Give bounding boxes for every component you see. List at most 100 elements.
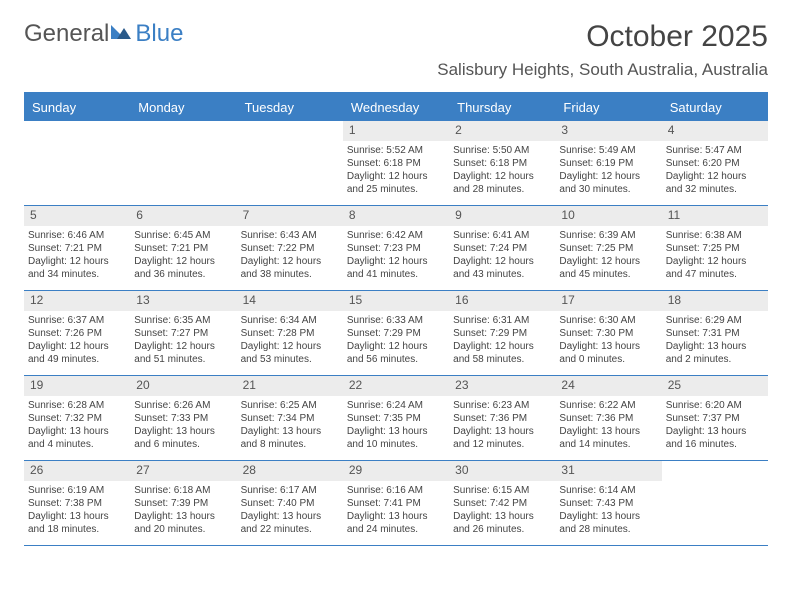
sunset-text: Sunset: 7:28 PM	[241, 327, 339, 340]
day-number: 16	[449, 291, 555, 311]
day-number: 5	[24, 206, 130, 226]
daylight-text: Daylight: 13 hours and 4 minutes.	[28, 425, 126, 451]
daylight-text: Daylight: 13 hours and 2 minutes.	[666, 340, 764, 366]
location-text: Salisbury Heights, South Australia, Aust…	[437, 60, 768, 80]
day-number: 31	[555, 461, 661, 481]
calendar-day-cell: 18Sunrise: 6:29 AMSunset: 7:31 PMDayligh…	[662, 291, 768, 375]
sunset-text: Sunset: 7:30 PM	[559, 327, 657, 340]
sunset-text: Sunset: 7:29 PM	[453, 327, 551, 340]
calendar-day-cell: 25Sunrise: 6:20 AMSunset: 7:37 PMDayligh…	[662, 376, 768, 460]
weekday-label: Wednesday	[343, 94, 449, 121]
sunrise-text: Sunrise: 5:49 AM	[559, 144, 657, 157]
weekday-label: Monday	[130, 94, 236, 121]
day-number: 19	[24, 376, 130, 396]
daylight-text: Daylight: 12 hours and 28 minutes.	[453, 170, 551, 196]
calendar-day-cell: 5Sunrise: 6:46 AMSunset: 7:21 PMDaylight…	[24, 206, 130, 290]
sunrise-text: Sunrise: 5:52 AM	[347, 144, 445, 157]
month-title: October 2025	[437, 20, 768, 54]
daylight-text: Daylight: 12 hours and 32 minutes.	[666, 170, 764, 196]
sunrise-text: Sunrise: 6:26 AM	[134, 399, 232, 412]
day-number: 6	[130, 206, 236, 226]
day-number: 1	[343, 121, 449, 141]
daylight-text: Daylight: 13 hours and 6 minutes.	[134, 425, 232, 451]
day-number: 7	[237, 206, 343, 226]
sunset-text: Sunset: 7:43 PM	[559, 497, 657, 510]
weekday-label: Thursday	[449, 94, 555, 121]
sunset-text: Sunset: 6:18 PM	[347, 157, 445, 170]
day-number: 11	[662, 206, 768, 226]
day-number: 20	[130, 376, 236, 396]
daylight-text: Daylight: 13 hours and 16 minutes.	[666, 425, 764, 451]
calendar-day-cell: 14Sunrise: 6:34 AMSunset: 7:28 PMDayligh…	[237, 291, 343, 375]
sunrise-text: Sunrise: 6:23 AM	[453, 399, 551, 412]
sunrise-text: Sunrise: 5:47 AM	[666, 144, 764, 157]
sunset-text: Sunset: 7:36 PM	[453, 412, 551, 425]
day-number: 25	[662, 376, 768, 396]
sunset-text: Sunset: 7:21 PM	[28, 242, 126, 255]
sunrise-text: Sunrise: 6:16 AM	[347, 484, 445, 497]
daylight-text: Daylight: 12 hours and 58 minutes.	[453, 340, 551, 366]
daylight-text: Daylight: 12 hours and 49 minutes.	[28, 340, 126, 366]
day-number: 27	[130, 461, 236, 481]
sunset-text: Sunset: 7:42 PM	[453, 497, 551, 510]
day-number: 9	[449, 206, 555, 226]
daylight-text: Daylight: 13 hours and 18 minutes.	[28, 510, 126, 536]
daylight-text: Daylight: 12 hours and 56 minutes.	[347, 340, 445, 366]
calendar-day-cell: 29Sunrise: 6:16 AMSunset: 7:41 PMDayligh…	[343, 461, 449, 545]
day-number: 15	[343, 291, 449, 311]
sunset-text: Sunset: 6:18 PM	[453, 157, 551, 170]
calendar-day-cell	[237, 121, 343, 205]
calendar-day-cell: 15Sunrise: 6:33 AMSunset: 7:29 PMDayligh…	[343, 291, 449, 375]
sunrise-text: Sunrise: 6:42 AM	[347, 229, 445, 242]
sunset-text: Sunset: 7:24 PM	[453, 242, 551, 255]
sunset-text: Sunset: 7:36 PM	[559, 412, 657, 425]
daylight-text: Daylight: 13 hours and 12 minutes.	[453, 425, 551, 451]
sunrise-text: Sunrise: 6:41 AM	[453, 229, 551, 242]
day-number: 18	[662, 291, 768, 311]
daylight-text: Daylight: 13 hours and 26 minutes.	[453, 510, 551, 536]
daylight-text: Daylight: 12 hours and 34 minutes.	[28, 255, 126, 281]
daylight-text: Daylight: 13 hours and 28 minutes.	[559, 510, 657, 536]
day-number: 23	[449, 376, 555, 396]
sunset-text: Sunset: 7:38 PM	[28, 497, 126, 510]
calendar-day-cell: 9Sunrise: 6:41 AMSunset: 7:24 PMDaylight…	[449, 206, 555, 290]
sunrise-text: Sunrise: 6:17 AM	[241, 484, 339, 497]
calendar-day-cell: 3Sunrise: 5:49 AMSunset: 6:19 PMDaylight…	[555, 121, 661, 205]
calendar-week-row: 26Sunrise: 6:19 AMSunset: 7:38 PMDayligh…	[24, 461, 768, 546]
calendar-day-cell: 4Sunrise: 5:47 AMSunset: 6:20 PMDaylight…	[662, 121, 768, 205]
calendar-day-cell: 8Sunrise: 6:42 AMSunset: 7:23 PMDaylight…	[343, 206, 449, 290]
weeks-container: 1Sunrise: 5:52 AMSunset: 6:18 PMDaylight…	[24, 121, 768, 546]
calendar-day-cell: 12Sunrise: 6:37 AMSunset: 7:26 PMDayligh…	[24, 291, 130, 375]
sunrise-text: Sunrise: 5:50 AM	[453, 144, 551, 157]
calendar-day-cell: 28 Sunrise: 6:17 AMSunset: 7:40 PMDayligh…	[237, 461, 343, 545]
sunset-text: Sunset: 7:25 PM	[666, 242, 764, 255]
sunset-text: Sunset: 6:20 PM	[666, 157, 764, 170]
sunrise-text: Sunrise: 6:15 AM	[453, 484, 551, 497]
calendar-day-cell: 24Sunrise: 6:22 AMSunset: 7:36 PMDayligh…	[555, 376, 661, 460]
sunset-text: Sunset: 7:34 PM	[241, 412, 339, 425]
calendar-week-row: 5Sunrise: 6:46 AMSunset: 7:21 PMDaylight…	[24, 206, 768, 291]
sunrise-text: Sunrise: 6:14 AM	[559, 484, 657, 497]
sunset-text: Sunset: 7:40 PM	[241, 497, 339, 510]
brand-word2: Blue	[135, 20, 183, 47]
sunrise-text: Sunrise: 6:24 AM	[347, 399, 445, 412]
sunrise-text: Sunrise: 6:39 AM	[559, 229, 657, 242]
weekday-label: Friday	[555, 94, 661, 121]
daylight-text: Daylight: 13 hours and 22 minutes.	[241, 510, 339, 536]
calendar-day-cell: 16Sunrise: 6:31 AMSunset: 7:29 PMDayligh…	[449, 291, 555, 375]
day-number: 30	[449, 461, 555, 481]
daylight-text: Daylight: 12 hours and 30 minutes.	[559, 170, 657, 196]
calendar-day-cell: 20Sunrise: 6:26 AMSunset: 7:33 PMDayligh…	[130, 376, 236, 460]
sunrise-text: Sunrise: 6:20 AM	[666, 399, 764, 412]
sunrise-text: Sunrise: 6:28 AM	[28, 399, 126, 412]
weekday-label: Tuesday	[237, 94, 343, 121]
sunrise-text: Sunrise: 6:35 AM	[134, 314, 232, 327]
daylight-text: Daylight: 12 hours and 51 minutes.	[134, 340, 232, 366]
sunset-text: Sunset: 7:22 PM	[241, 242, 339, 255]
sunrise-text: Sunrise: 6:18 AM	[134, 484, 232, 497]
daylight-text: Daylight: 12 hours and 45 minutes.	[559, 255, 657, 281]
day-number: 28	[237, 461, 343, 481]
sunrise-text: Sunrise: 6:37 AM	[28, 314, 126, 327]
day-number: 12	[24, 291, 130, 311]
sunrise-text: Sunrise: 6:34 AM	[241, 314, 339, 327]
